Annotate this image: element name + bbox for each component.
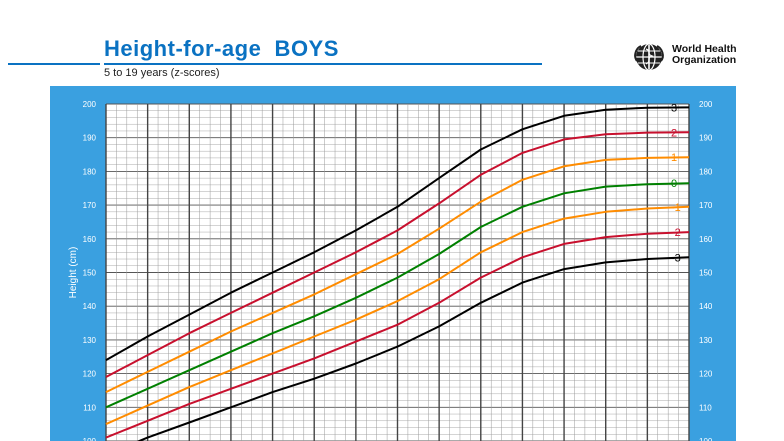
page-subtitle: 5 to 19 years (z-scores) bbox=[104, 67, 220, 79]
y-tick-label-left: 100 bbox=[83, 437, 97, 441]
y-tick-label-left: 180 bbox=[83, 167, 97, 176]
who-logo: World Health Organization bbox=[632, 42, 742, 72]
grid bbox=[105, 103, 690, 441]
series-end-label: -2 bbox=[671, 227, 681, 239]
y-tick-label-right: 190 bbox=[699, 134, 713, 143]
series-end-label: 3 bbox=[671, 102, 677, 114]
series-line-z3 bbox=[105, 106, 690, 361]
y-tick-label-left: 170 bbox=[83, 201, 97, 210]
series-end-labels: 3 2 1 0 -1 -2 -3 bbox=[671, 102, 681, 264]
series-lines bbox=[105, 106, 690, 441]
globe-icon bbox=[634, 43, 664, 71]
series-line-z1 bbox=[105, 156, 690, 393]
y-tick-label-left: 110 bbox=[83, 403, 96, 412]
y-tick-label-right: 140 bbox=[699, 302, 713, 311]
y-tick-label-right: 110 bbox=[699, 403, 712, 412]
series-line-z-1 bbox=[105, 205, 690, 426]
y-tick-label-right: 180 bbox=[699, 167, 713, 176]
series-line-z-3 bbox=[136, 256, 690, 441]
y-tick-label-right: 130 bbox=[699, 336, 713, 345]
series-line-z2 bbox=[105, 131, 690, 378]
title-rule-left bbox=[8, 63, 100, 65]
series-end-label: 2 bbox=[671, 127, 677, 139]
y-tick-label-right: 150 bbox=[699, 269, 713, 278]
y-tick-label-left: 120 bbox=[83, 370, 97, 379]
series-end-label: -3 bbox=[671, 252, 681, 264]
y-axis-label: Height (cm) bbox=[68, 247, 79, 299]
y-tick-label-left: 130 bbox=[83, 336, 97, 345]
y-tick-label-left: 150 bbox=[83, 269, 97, 278]
series-line-z-2 bbox=[105, 231, 690, 439]
y-tick-label-left: 200 bbox=[83, 100, 97, 109]
y-tick-label-left: 160 bbox=[83, 235, 97, 244]
series-end-label: 0 bbox=[671, 178, 677, 190]
page-title: Height-for-age BOYS bbox=[104, 36, 339, 61]
logo-text-line1: World Health bbox=[672, 43, 737, 55]
y-tick-label-right: 160 bbox=[699, 235, 713, 244]
title-rule bbox=[104, 63, 542, 65]
y-tick-label-right: 100 bbox=[699, 437, 713, 441]
series-end-label: -1 bbox=[671, 202, 681, 214]
y-tick-label-left: 140 bbox=[83, 302, 97, 311]
series-end-label: 1 bbox=[671, 152, 677, 164]
y-tick-label-right: 170 bbox=[699, 201, 713, 210]
y-tick-label-left: 190 bbox=[83, 134, 97, 143]
y-tick-label-right: 200 bbox=[699, 100, 713, 109]
logo-text-line2: Organization bbox=[672, 54, 737, 66]
series-line-z0 bbox=[105, 182, 690, 409]
y-tick-label-right: 120 bbox=[699, 370, 713, 379]
